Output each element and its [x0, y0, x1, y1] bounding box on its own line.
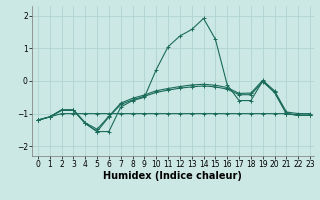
X-axis label: Humidex (Indice chaleur): Humidex (Indice chaleur) [103, 171, 242, 181]
